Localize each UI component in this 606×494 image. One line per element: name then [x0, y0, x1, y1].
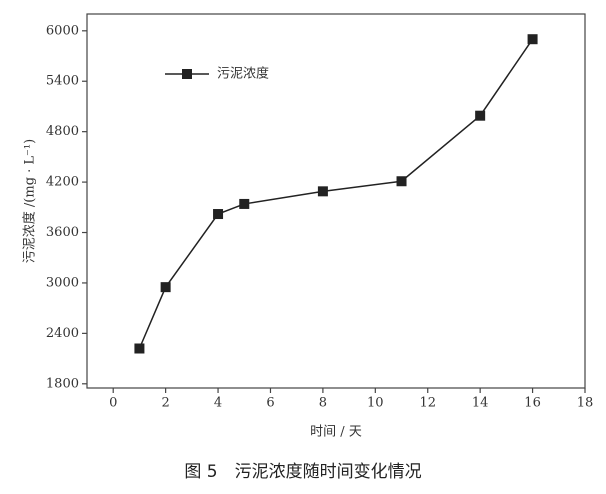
data-point — [396, 176, 407, 187]
y-tick-label: 1800 — [46, 376, 79, 391]
y-tick-label: 3600 — [46, 225, 79, 240]
y-tick-label: 4800 — [46, 124, 79, 139]
data-point — [475, 110, 486, 121]
x-tick-label: 10 — [367, 396, 384, 411]
y-tick-label: 4200 — [46, 175, 79, 190]
y-tick-label: 2400 — [46, 326, 79, 341]
y-tick-label: 6000 — [46, 23, 79, 38]
x-tick-label: 0 — [109, 396, 117, 411]
x-tick-label: 12 — [419, 396, 436, 411]
x-axis-label: 时间 / 天 — [310, 425, 362, 440]
legend-marker — [182, 69, 192, 79]
data-point — [160, 282, 171, 293]
x-tick-label: 4 — [214, 396, 222, 411]
x-tick-label: 2 — [161, 396, 169, 411]
data-point — [317, 186, 328, 197]
series-line — [138, 38, 534, 349]
x-tick-label: 6 — [266, 396, 274, 411]
x-tick-label: 16 — [524, 396, 541, 411]
legend-label: 污泥浓度 — [217, 66, 269, 82]
x-tick-label: 14 — [472, 396, 489, 411]
data-point — [134, 343, 145, 354]
x-tick-label: 18 — [577, 396, 594, 411]
y-tick-label: 5400 — [46, 74, 79, 89]
plot-frame — [86, 13, 586, 389]
data-point — [239, 198, 250, 209]
data-point — [527, 34, 538, 45]
y-tick-label: 3000 — [46, 275, 79, 290]
x-tick-label: 8 — [319, 396, 327, 411]
caption: 图 5 污泥浓度随时间变化情况 — [184, 462, 421, 482]
y-axis-label: 污泥浓度 /(mg · L⁻¹) — [22, 139, 38, 263]
data-point — [213, 209, 224, 220]
